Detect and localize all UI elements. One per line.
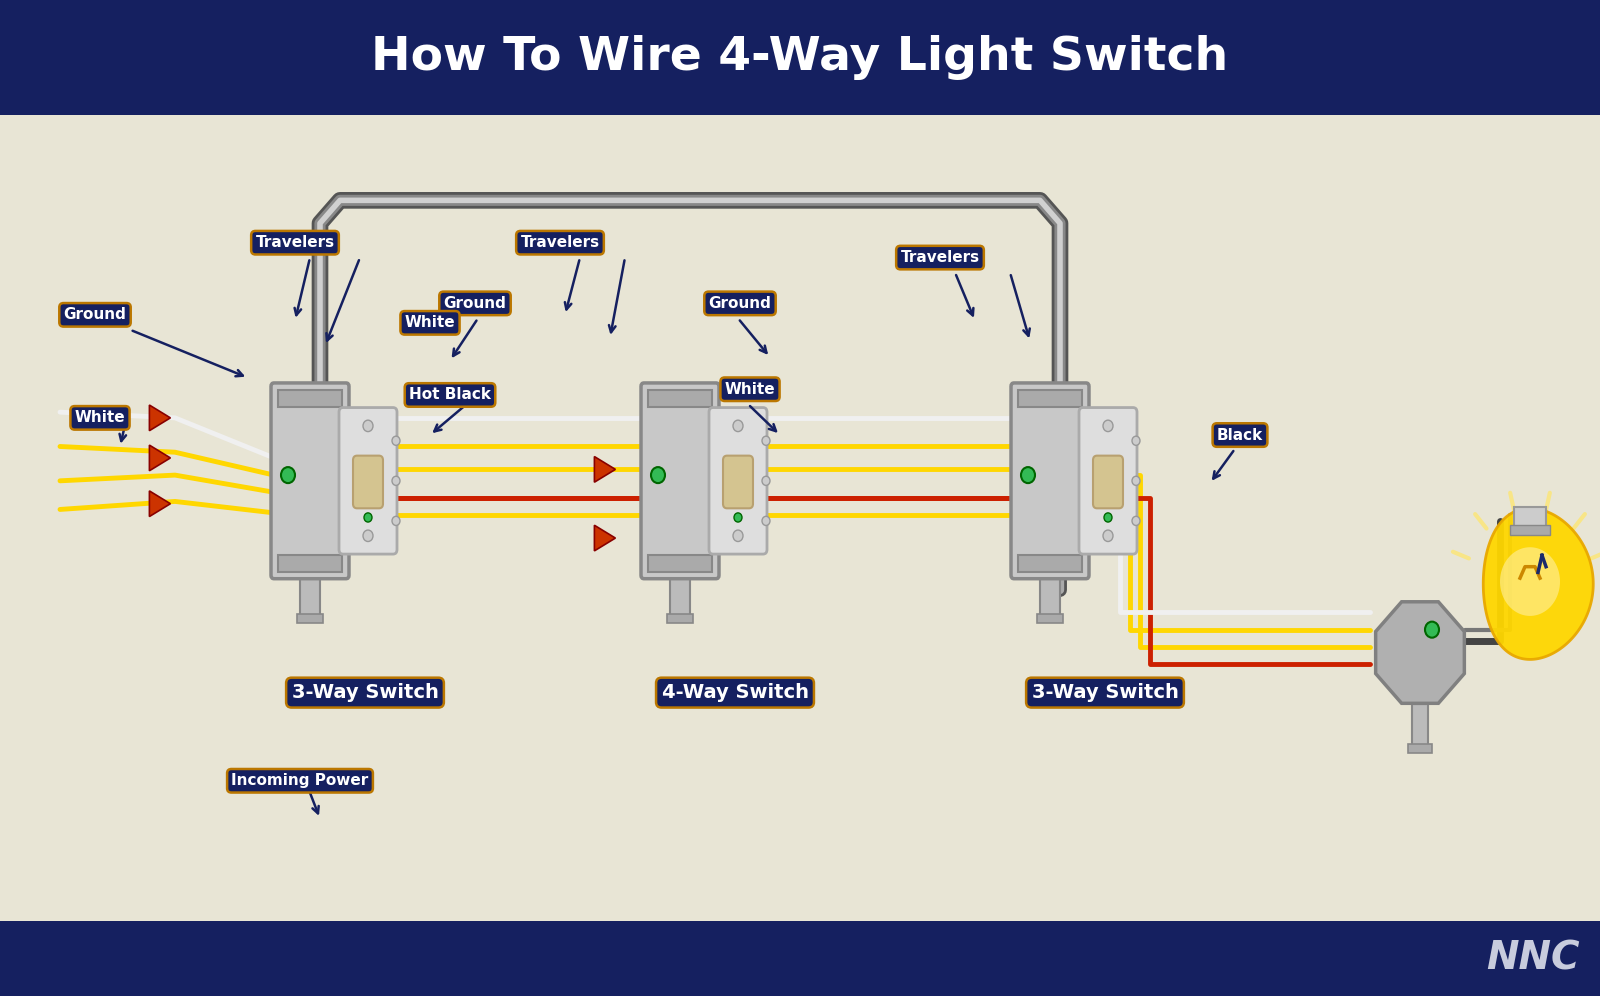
Text: 3-Way Switch: 3-Way Switch [1032,683,1179,702]
Bar [278,555,342,572]
Text: White: White [725,381,776,396]
Text: Ground: Ground [64,308,126,323]
Bar [648,389,712,407]
Polygon shape [595,456,616,482]
Bar [1408,744,1432,753]
FancyBboxPatch shape [1011,382,1090,579]
Polygon shape [1501,547,1560,616]
Polygon shape [1483,508,1594,659]
Circle shape [392,516,400,526]
Text: Incoming Power: Incoming Power [232,773,368,788]
Polygon shape [595,525,616,551]
Circle shape [1133,436,1139,445]
Text: Ground: Ground [709,296,771,311]
Bar [1514,507,1546,532]
Polygon shape [149,445,171,471]
Polygon shape [149,491,171,517]
Circle shape [733,420,742,431]
Text: 4-Way Switch: 4-Way Switch [661,683,808,702]
Bar [1018,389,1082,407]
Text: Hot Black: Hot Black [410,387,491,402]
Polygon shape [149,405,171,430]
FancyBboxPatch shape [339,407,397,554]
FancyBboxPatch shape [270,382,349,579]
Circle shape [1133,476,1139,485]
Bar [1018,555,1082,572]
Circle shape [363,420,373,431]
Text: Travelers: Travelers [901,250,979,265]
FancyBboxPatch shape [354,455,382,508]
FancyBboxPatch shape [723,455,754,508]
Bar [298,615,323,623]
Bar [301,573,320,619]
Circle shape [733,530,742,542]
Bar [1037,615,1062,623]
Bar [670,573,690,619]
Text: Travelers: Travelers [256,235,334,250]
Bar [667,615,693,623]
Circle shape [1102,530,1114,542]
Circle shape [365,513,371,522]
Text: NNC: NNC [1486,939,1579,978]
Circle shape [1133,516,1139,526]
Text: Travelers: Travelers [520,235,600,250]
Bar [1413,704,1429,748]
Text: White: White [405,316,456,331]
Text: Ground: Ground [443,296,507,311]
Circle shape [1102,420,1114,431]
Bar [278,389,342,407]
Circle shape [392,476,400,485]
Bar [648,555,712,572]
Circle shape [392,436,400,445]
Text: How To Wire 4-Way Light Switch: How To Wire 4-Way Light Switch [371,35,1229,80]
Circle shape [734,513,742,522]
Circle shape [363,530,373,542]
Polygon shape [1376,602,1464,703]
Circle shape [762,436,770,445]
Circle shape [651,467,666,483]
FancyBboxPatch shape [1093,455,1123,508]
Text: Black: Black [1218,427,1262,442]
FancyBboxPatch shape [709,407,766,554]
Text: 3-Way Switch: 3-Way Switch [291,683,438,702]
Bar [1040,573,1059,619]
Circle shape [1426,622,1438,637]
Circle shape [1104,513,1112,522]
Circle shape [1021,467,1035,483]
Circle shape [282,467,294,483]
FancyBboxPatch shape [642,382,718,579]
Circle shape [762,516,770,526]
Text: White: White [75,410,125,425]
Bar [1510,526,1550,535]
FancyBboxPatch shape [1078,407,1138,554]
Circle shape [762,476,770,485]
